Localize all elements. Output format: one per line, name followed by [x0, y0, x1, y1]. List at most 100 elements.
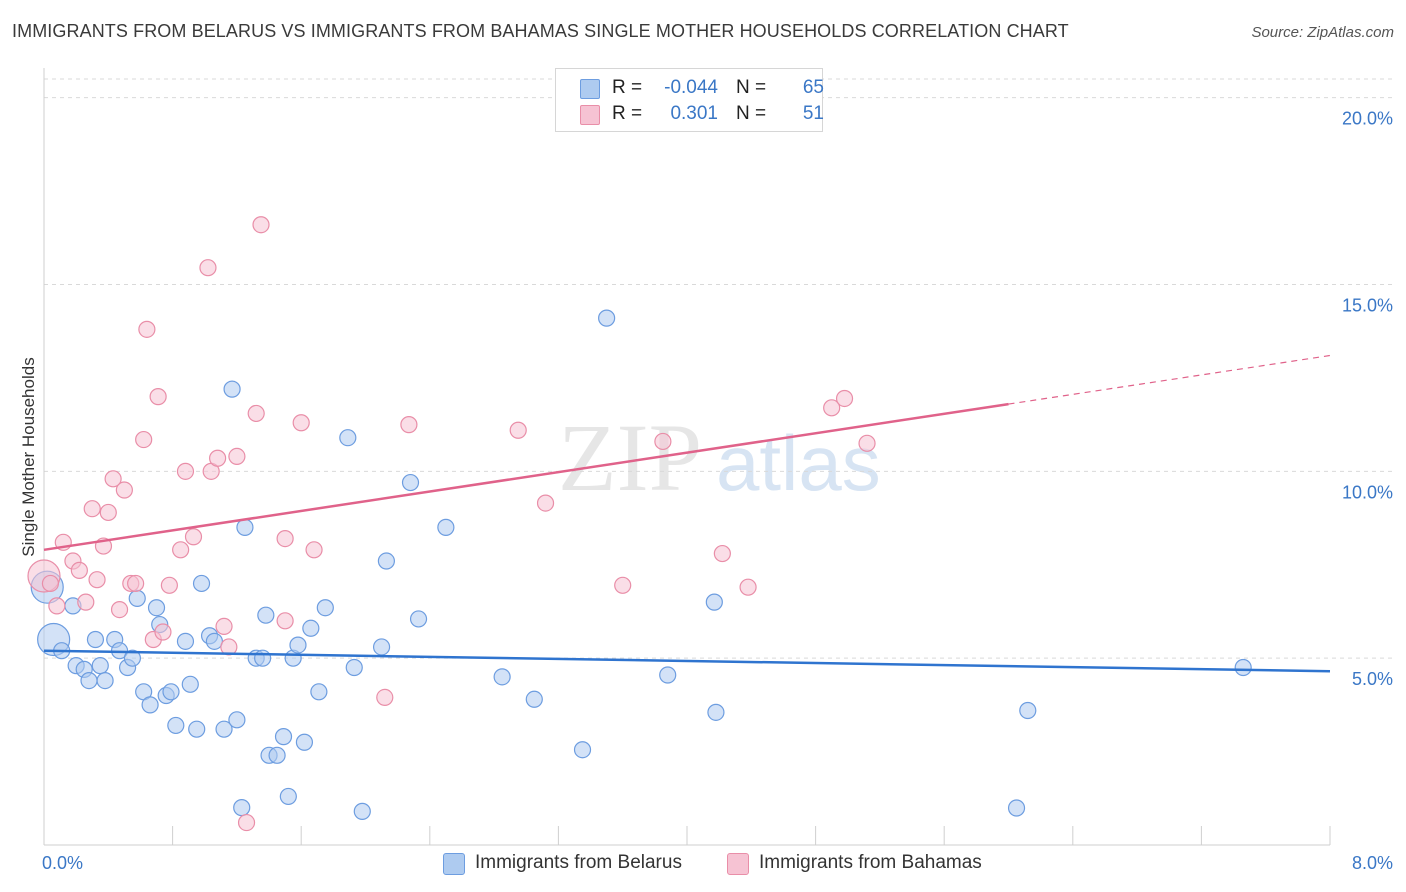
bahamas-point — [99, 503, 117, 522]
belarus-point — [707, 703, 725, 721]
belarus-point — [205, 632, 223, 650]
belarus-point — [295, 733, 314, 751]
belarus-point — [1007, 799, 1026, 817]
bahamas-point — [88, 571, 106, 589]
y-tick-label: 5.0% — [1352, 669, 1393, 689]
bahamas-point — [41, 574, 60, 593]
bahamas-point — [400, 416, 418, 434]
bahamas-point — [858, 434, 876, 452]
y-tick-label: 20.0% — [1342, 109, 1393, 129]
legend-n-value-belarus: 65 — [802, 77, 824, 98]
belarus-point — [188, 720, 206, 738]
bahamas-point — [77, 593, 95, 611]
chart-title: IMMIGRANTS FROM BELARUS VS IMMIGRANTS FR… — [12, 21, 1069, 41]
bahamas-point — [614, 576, 632, 594]
belarus-point — [223, 380, 241, 398]
bahamas-point — [70, 561, 88, 579]
belarus-point — [128, 589, 146, 607]
bahamas-point — [276, 529, 294, 548]
bahamas-point — [237, 813, 256, 832]
bahamas-point — [292, 414, 310, 432]
belarus-point — [345, 658, 363, 677]
bahamas-point — [209, 449, 227, 467]
belarus-point — [493, 668, 511, 686]
bottom-legend-swatch-bahamas — [727, 853, 749, 875]
bahamas-point — [654, 432, 672, 451]
bahamas-point — [713, 544, 731, 563]
bottom-legend-swatch-belarus — [443, 853, 465, 875]
bahamas-point — [127, 574, 145, 593]
bahamas-point — [176, 462, 195, 480]
belarus-point — [705, 593, 723, 611]
belarus-point — [91, 657, 109, 675]
bahamas-point — [83, 500, 101, 518]
belarus-point — [377, 552, 395, 570]
belarus-point — [181, 675, 199, 693]
belarus-point — [573, 741, 592, 759]
belarus-point — [339, 429, 357, 447]
bahamas-point — [276, 612, 294, 630]
bahamas-point — [154, 623, 172, 641]
legend-swatch-belarus — [580, 79, 600, 99]
correlation-legend: R = -0.044 N = 65 R = 0.301 N = 51 — [555, 68, 824, 132]
belarus-point — [162, 683, 180, 701]
bahamas-point — [835, 389, 854, 408]
y-tick-label: 10.0% — [1342, 482, 1393, 502]
belarus-point — [176, 632, 195, 650]
bottom-legend-label-belarus: Immigrants from Belarus — [475, 852, 682, 873]
belarus-point — [1019, 701, 1037, 720]
belarus-point — [268, 746, 286, 764]
legend-swatch-bahamas — [580, 105, 600, 125]
bahamas-point — [135, 430, 153, 449]
bahamas-point — [376, 688, 394, 707]
bahamas-point — [104, 470, 122, 488]
x-axis-ticks — [43, 826, 1331, 845]
y-axis-label: Single Mother Households — [19, 357, 38, 556]
belarus-point — [141, 696, 159, 714]
bahamas-point — [215, 617, 233, 636]
watermark-zip: ZIP — [558, 404, 702, 511]
belarus-point — [598, 309, 616, 327]
watermark-atlas: atlas — [716, 419, 881, 507]
belarus-point — [1234, 658, 1252, 677]
bahamas-point — [149, 388, 167, 406]
belarus-point — [86, 630, 105, 649]
bahamas-point — [115, 481, 133, 499]
belarus-point — [659, 666, 677, 684]
gridlines — [44, 78, 1392, 659]
bahamas-point — [110, 600, 129, 619]
legend-r-label: R = — [612, 103, 643, 124]
bottom-legend-label-bahamas: Immigrants from Bahamas — [759, 852, 982, 873]
bahamas-point — [48, 597, 66, 615]
legend-n-value-bahamas: 51 — [802, 103, 824, 124]
y-tick-labels: 5.0% 10.0% 15.0% 20.0% — [1342, 109, 1393, 689]
legend-r-value-bahamas: 0.301 — [670, 103, 718, 124]
trend-line-belarus — [43, 649, 1331, 673]
bahamas-point — [536, 494, 555, 512]
x-tick-label-max: 8.0% — [1352, 853, 1393, 873]
bahamas-point — [247, 404, 265, 423]
trend-lines — [43, 354, 1331, 673]
belarus-point — [192, 574, 211, 593]
belarus-point — [236, 518, 254, 536]
legend-r-value-belarus: -0.044 — [664, 77, 718, 98]
belarus-point — [372, 638, 391, 656]
x-tick-label-min: 0.0% — [42, 853, 83, 873]
belarus-point — [437, 518, 455, 536]
belarus-point — [279, 787, 297, 806]
belarus-point — [302, 619, 320, 637]
belarus-point — [80, 671, 98, 690]
series-bahamas-points — [27, 216, 876, 832]
belarus-point — [409, 610, 428, 628]
bahamas-point — [305, 541, 323, 559]
bahamas-point — [199, 259, 217, 277]
bahamas-point — [220, 638, 238, 656]
series-belarus-points — [30, 309, 1252, 820]
belarus-point — [254, 649, 272, 667]
belarus-point — [257, 606, 275, 624]
belarus-point — [525, 690, 543, 708]
legend-r-label: R = — [612, 77, 643, 98]
trend-line-bahamas — [43, 402, 1009, 552]
y-tick-label: 15.0% — [1342, 296, 1393, 316]
